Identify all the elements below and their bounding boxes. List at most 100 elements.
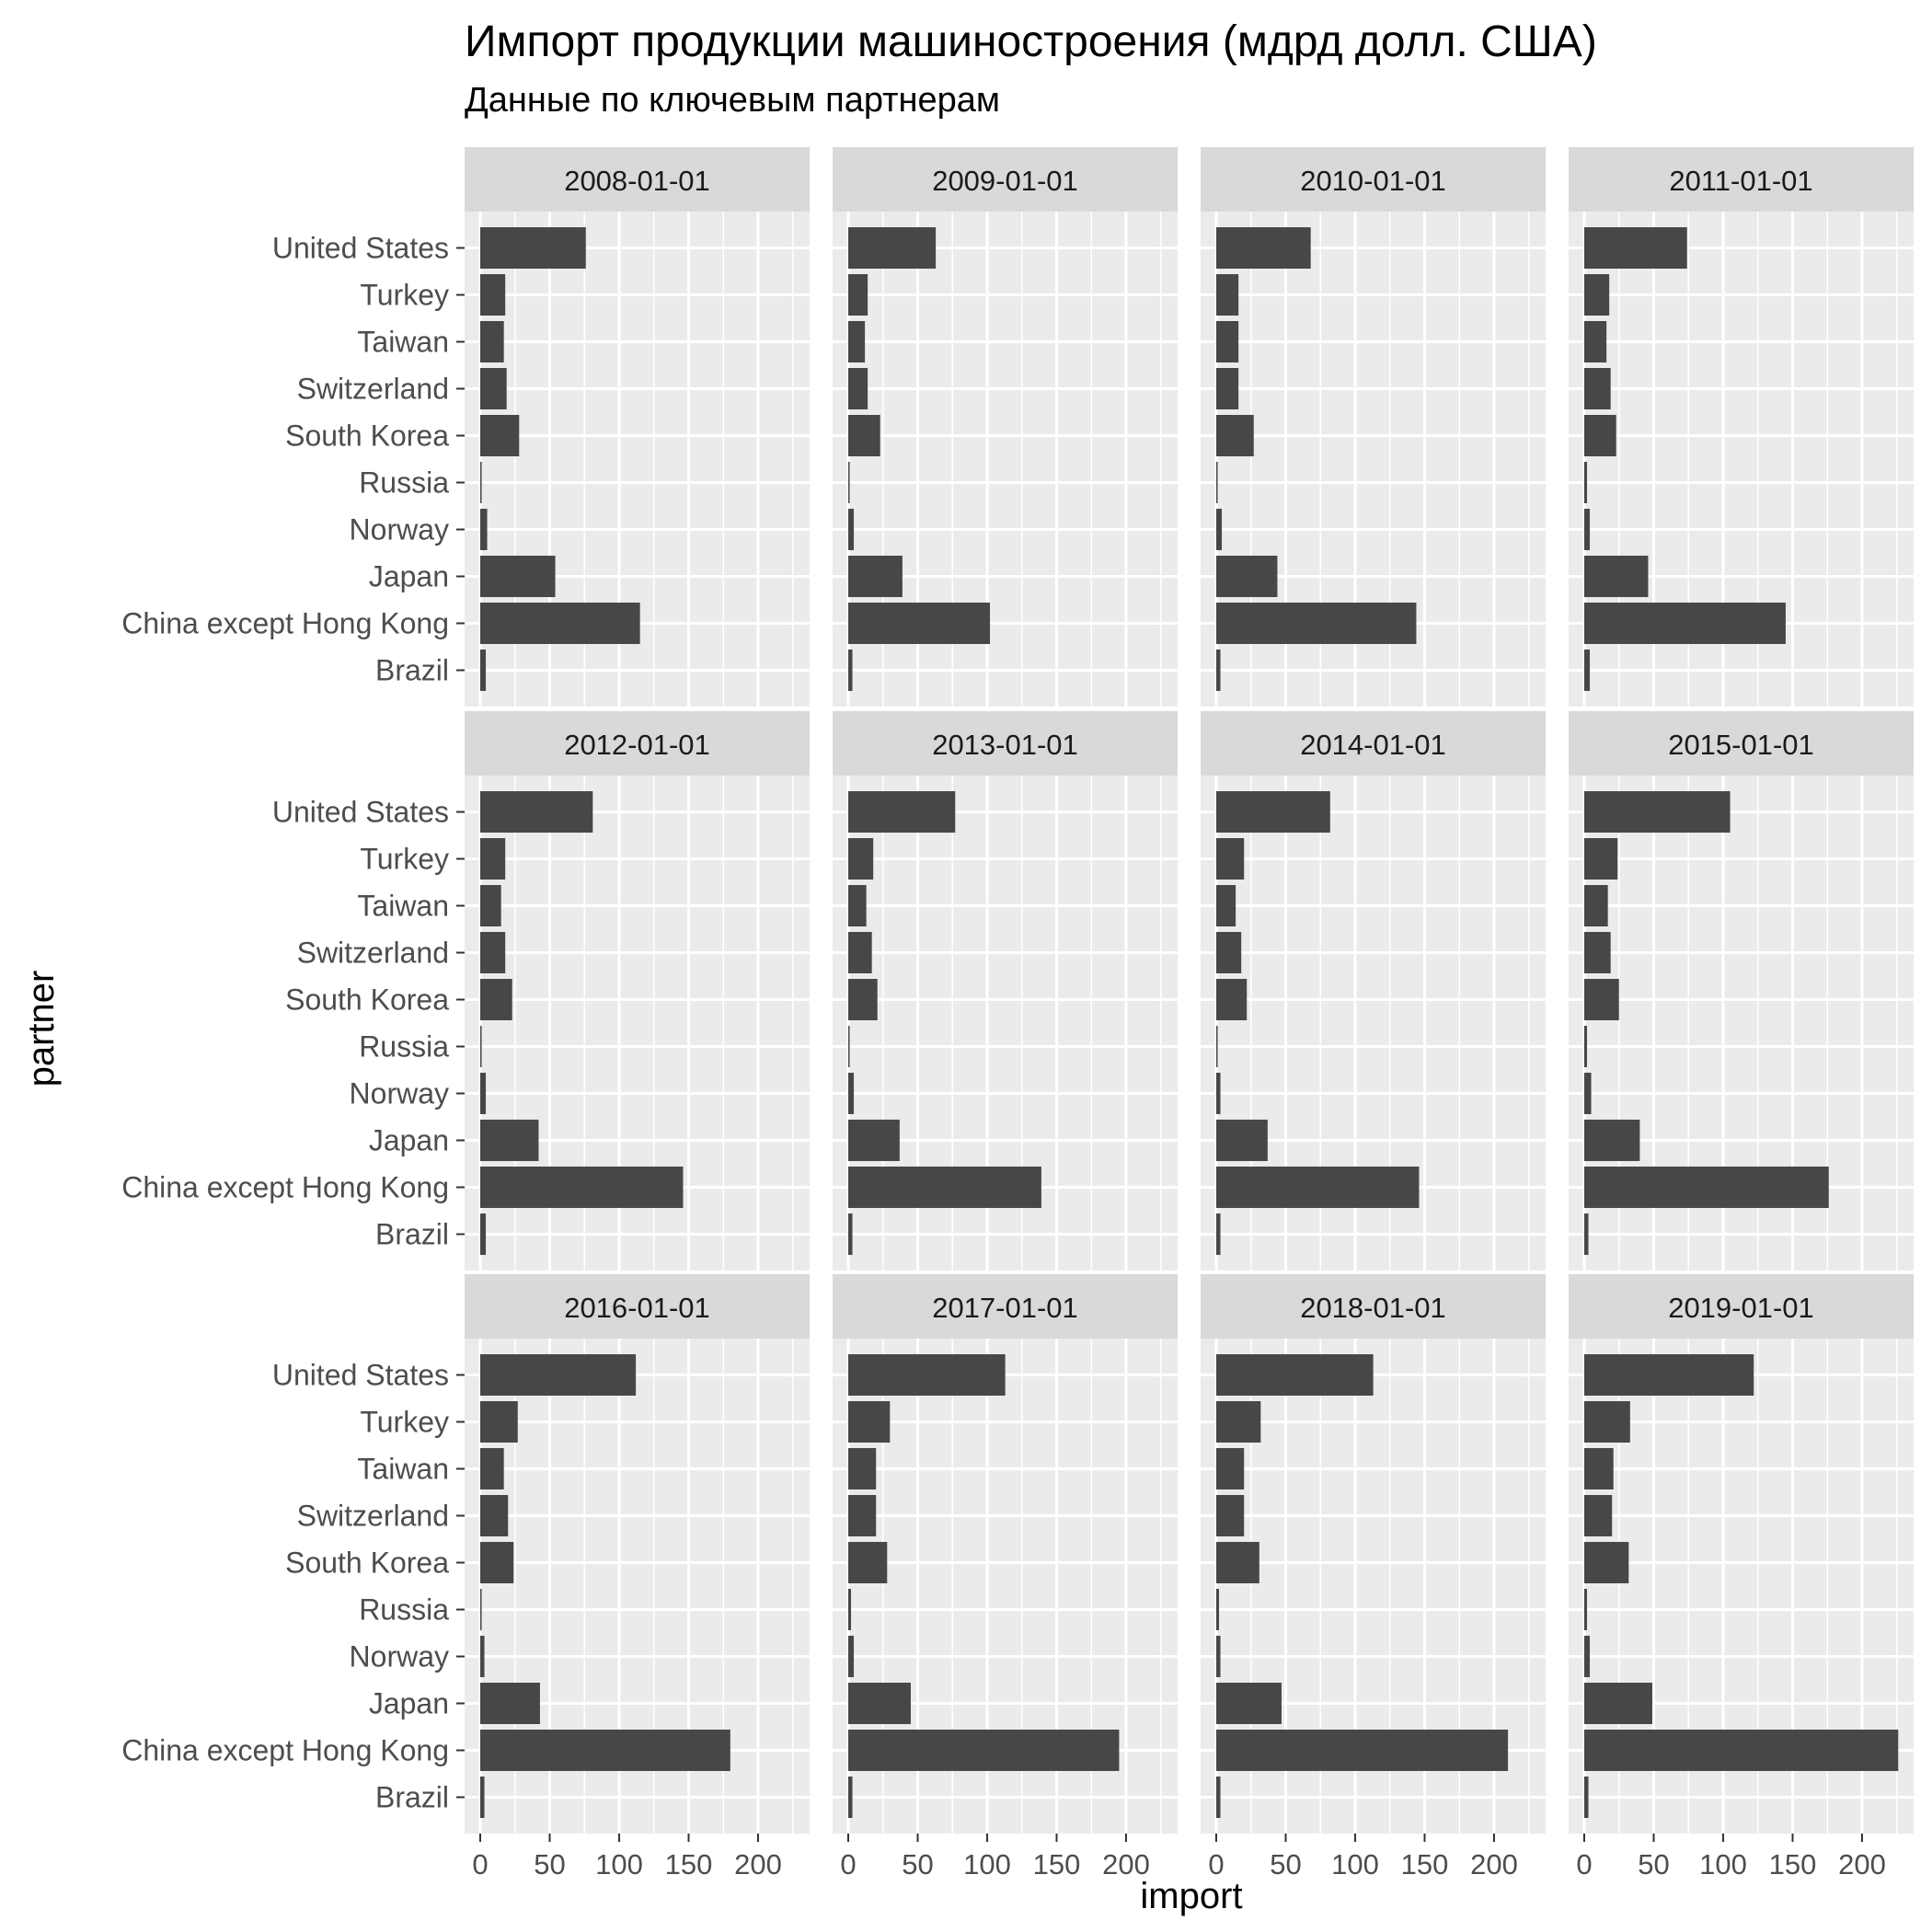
bar bbox=[848, 1354, 1006, 1396]
bar bbox=[1584, 1026, 1588, 1067]
bar bbox=[1216, 1448, 1245, 1489]
bar bbox=[480, 1448, 504, 1489]
y-tick-label: South Korea bbox=[285, 983, 449, 1017]
x-tick-label: 200 bbox=[1470, 1848, 1518, 1880]
bar bbox=[1584, 509, 1591, 550]
bar bbox=[1216, 415, 1254, 456]
bar bbox=[1216, 650, 1221, 691]
bar bbox=[1216, 1167, 1420, 1208]
y-tick-label: Norway bbox=[350, 1640, 449, 1673]
y-tick-label: Brazil bbox=[375, 654, 449, 687]
y-tick-label: United States bbox=[272, 1359, 449, 1392]
bar bbox=[1216, 1542, 1259, 1583]
bar bbox=[1216, 1213, 1221, 1255]
bar bbox=[1584, 1683, 1652, 1724]
x-tick-label: 0 bbox=[840, 1848, 856, 1880]
facet-strip bbox=[465, 147, 810, 212]
bar bbox=[848, 1401, 891, 1443]
bar bbox=[1584, 979, 1619, 1020]
bar bbox=[1216, 791, 1330, 833]
bar bbox=[480, 368, 507, 409]
x-tick-label: 50 bbox=[1270, 1848, 1301, 1880]
bar bbox=[480, 509, 488, 550]
bar bbox=[480, 1683, 540, 1724]
bar bbox=[848, 1495, 877, 1536]
x-tick-label: 50 bbox=[1638, 1848, 1669, 1880]
facet-strip-label: 2016-01-01 bbox=[564, 1292, 710, 1324]
facet-panel: 2014-01-01 bbox=[1201, 711, 1546, 1271]
y-tick-label: Russia bbox=[359, 1030, 449, 1064]
x-tick-label: 200 bbox=[1102, 1848, 1150, 1880]
facet-strip bbox=[1201, 147, 1546, 212]
bar bbox=[848, 1026, 850, 1067]
facet-strip bbox=[833, 147, 1178, 212]
y-tick-label: China except Hong Kong bbox=[121, 1171, 449, 1204]
bar bbox=[1584, 791, 1731, 833]
bar bbox=[480, 932, 506, 973]
bar bbox=[480, 650, 487, 691]
y-tick-label: Turkey bbox=[360, 1406, 449, 1439]
x-tick-label: 100 bbox=[1331, 1848, 1379, 1880]
bar bbox=[1216, 227, 1311, 269]
bar bbox=[1216, 1777, 1221, 1818]
bar bbox=[1216, 603, 1417, 644]
bar bbox=[1584, 462, 1588, 503]
facet-panel: 2017-01-01 0 50 100 150 200 bbox=[833, 1274, 1178, 1880]
y-tick-label: Japan bbox=[369, 1687, 449, 1720]
bar bbox=[480, 1542, 514, 1583]
bar bbox=[1216, 1730, 1509, 1771]
facet-strip bbox=[1569, 147, 1914, 212]
bar bbox=[848, 603, 991, 644]
bar bbox=[480, 321, 504, 362]
bar bbox=[1584, 1542, 1629, 1583]
facet-strip bbox=[1569, 711, 1914, 776]
y-tick-label: United States bbox=[272, 796, 449, 829]
bar bbox=[1584, 1589, 1588, 1630]
bar bbox=[848, 932, 872, 973]
y-tick-label: China except Hong Kong bbox=[121, 1734, 449, 1767]
bar bbox=[1216, 838, 1245, 880]
bar bbox=[848, 274, 868, 316]
bar bbox=[480, 1026, 482, 1067]
facet-strip-label: 2010-01-01 bbox=[1300, 165, 1446, 197]
y-tick-label: Taiwan bbox=[357, 326, 449, 359]
facet-strip bbox=[1569, 1274, 1914, 1339]
bar bbox=[1584, 1401, 1630, 1443]
bar bbox=[848, 509, 855, 550]
bar bbox=[1216, 368, 1239, 409]
bar bbox=[480, 979, 512, 1020]
x-tick-label: 0 bbox=[1208, 1848, 1224, 1880]
x-tick-label: 150 bbox=[665, 1848, 713, 1880]
facet-strip-label: 2013-01-01 bbox=[932, 729, 1078, 761]
x-tick-label: 100 bbox=[1699, 1848, 1747, 1880]
bar bbox=[1584, 1354, 1754, 1396]
facet-strip-label: 2019-01-01 bbox=[1668, 1292, 1814, 1324]
bar bbox=[848, 650, 853, 691]
bar bbox=[1584, 368, 1611, 409]
bar bbox=[1216, 462, 1218, 503]
x-tick-label: 0 bbox=[1576, 1848, 1592, 1880]
facet-panel: 2015-01-01 bbox=[1569, 711, 1914, 1271]
bar bbox=[1216, 1495, 1245, 1536]
bar bbox=[848, 838, 874, 880]
bar bbox=[1584, 1730, 1899, 1771]
bar bbox=[1584, 1777, 1589, 1818]
bar bbox=[480, 1730, 730, 1771]
y-tick-label: Brazil bbox=[375, 1781, 449, 1814]
bar bbox=[1584, 556, 1649, 597]
y-tick-label: Brazil bbox=[375, 1218, 449, 1251]
bar bbox=[480, 885, 501, 926]
facet-strip bbox=[833, 711, 1178, 776]
bar bbox=[848, 1213, 853, 1255]
x-tick-label: 150 bbox=[1033, 1848, 1081, 1880]
bar bbox=[1584, 1073, 1592, 1114]
bar bbox=[848, 556, 903, 597]
facet-strip-label: 2015-01-01 bbox=[1668, 729, 1814, 761]
bar bbox=[848, 321, 866, 362]
facet-panel: 2019-01-01 0 50 100 150 200 bbox=[1569, 1274, 1914, 1880]
bar bbox=[848, 1073, 855, 1114]
bar bbox=[1584, 603, 1786, 644]
y-tick-label: South Korea bbox=[285, 1547, 449, 1580]
bar bbox=[1216, 1683, 1282, 1724]
